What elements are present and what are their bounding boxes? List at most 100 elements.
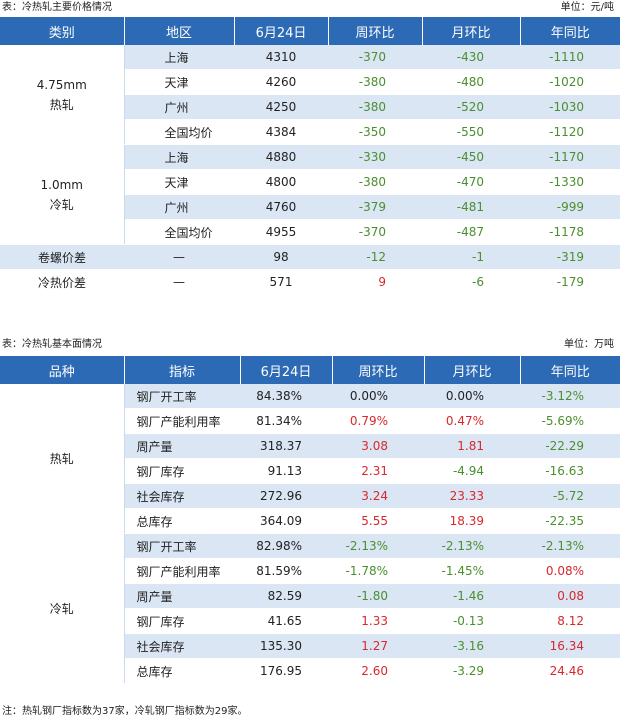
metric-cell: 社会库存	[124, 633, 240, 659]
week-change-cell: -1.78%	[332, 558, 424, 584]
header-cell-3: 周环比	[328, 17, 423, 45]
region-cell: 广州	[124, 94, 234, 120]
table-row: 钢厂产能利用率 81.34% 0.79% 0.47% -5.69%	[0, 408, 620, 434]
fundamentals-table: 品种 指标 6月24日 周环比 月环比 年同比 热轧 钢厂开工率 84.38% 0.00% 0.0…	[0, 356, 620, 684]
year-change-cell: -2.13%	[520, 533, 620, 559]
table-row: 总库存 364.09 5.55 18.39 -22.35	[0, 508, 620, 534]
value-cell: 81.59%	[240, 558, 332, 584]
table2-unit: 单位：万吨	[564, 339, 614, 350]
table-row: 广州 4760 -379 -481 -999	[0, 194, 620, 220]
year-change-cell: -1330	[520, 169, 620, 195]
value-cell: 81.34%	[240, 408, 332, 434]
year-change-cell: 8.12	[520, 608, 620, 634]
table2-caption: 表：冷热轧基本面情况	[2, 339, 102, 350]
month-change-cell: -487	[422, 219, 520, 245]
header-cell-5: 年同比	[520, 17, 620, 45]
metric-cell: 钢厂产能利用率	[124, 558, 240, 584]
value-cell: 318.37	[240, 433, 332, 459]
week-change-cell: -380	[328, 69, 422, 95]
year-change-cell: -1110	[520, 45, 620, 70]
category-cell: 1.0mm 冷轧	[0, 144, 125, 245]
price-table: 类别 地区 6月24日 周环比 月环比 年同比 4.75mm 热轧 上海 4310 -370 -43…	[0, 17, 620, 295]
price-cell: 98	[234, 244, 328, 270]
table-row: 1.0mm 冷轧 上海 4880 -330 -450 -1170	[0, 144, 620, 245]
table-row: 天津 4260 -380 -480 -1020	[0, 69, 620, 95]
header-cell-4: 月环比	[422, 17, 521, 45]
year-change-cell: -1170	[520, 144, 620, 170]
value-cell: 82.98%	[240, 533, 332, 559]
table-row: 天津 4800 -380 -470 -1330	[0, 169, 620, 195]
value-cell: 84.38%	[240, 384, 332, 409]
metric-cell: 钢厂开工率	[124, 384, 240, 409]
table-row: 社会库存 135.30 1.27 -3.16 16.34	[0, 633, 620, 659]
year-change-cell: -319	[520, 244, 620, 270]
header-cell-2: 6月24日	[240, 356, 333, 384]
month-change-cell: 18.39	[424, 508, 520, 534]
month-change-cell: -6	[422, 269, 520, 295]
price-cell: 4800	[234, 169, 328, 195]
region-cell: 广州	[124, 194, 234, 220]
spread-name-cell: 冷热价差	[0, 269, 124, 295]
region-cell: —	[124, 269, 234, 295]
year-change-cell: -16.63	[520, 458, 620, 484]
value-cell: 41.65	[240, 608, 332, 634]
week-change-cell: 0.00%	[332, 384, 424, 409]
header-cell-0: 类别	[0, 17, 125, 45]
table2-note-bar: 注：热轧钢厂指标数为37家，冷轧钢厂指标数为29家。	[0, 705, 620, 719]
week-change-cell: -380	[328, 169, 422, 195]
week-change-cell: 5.55	[332, 508, 424, 534]
price-cell: 4955	[234, 219, 328, 245]
week-change-cell: 1.33	[332, 608, 424, 634]
week-change-cell: 9	[328, 269, 422, 295]
month-change-cell: 1.81	[424, 433, 520, 459]
month-change-cell: -550	[422, 119, 520, 145]
year-change-cell: -1120	[520, 119, 620, 145]
year-change-cell: -22.29	[520, 433, 620, 459]
table-row: 钢厂库存 41.65 1.33 -0.13 8.12	[0, 608, 620, 634]
month-change-cell: -480	[422, 69, 520, 95]
price-cell: 4880	[234, 144, 328, 170]
table2-note: 注：热轧钢厂指标数为37家，冷轧钢厂指标数为29家。	[2, 706, 248, 717]
table-row: 社会库存 272.96 3.24 23.33 -5.72	[0, 483, 620, 509]
week-change-cell: 0.79%	[332, 408, 424, 434]
metric-cell: 钢厂库存	[124, 458, 240, 484]
value-cell: 364.09	[240, 508, 332, 534]
spread-row: 冷热价差 —571 9 -6 -179	[0, 269, 620, 295]
month-change-cell: -4.94	[424, 458, 520, 484]
region-cell: 上海	[124, 45, 234, 70]
year-change-cell: -999	[520, 194, 620, 220]
header-cell-1: 指标	[124, 356, 241, 384]
price-cell: 4760	[234, 194, 328, 220]
category-line: 热轧	[49, 97, 74, 112]
month-change-cell: -3.16	[424, 633, 520, 659]
week-change-cell: 3.08	[332, 433, 424, 459]
header-cell-2: 6月24日	[234, 17, 329, 45]
region-cell: 全国均价	[124, 119, 234, 145]
region-cell: 天津	[124, 69, 234, 95]
value-cell: 272.96	[240, 483, 332, 509]
metric-cell: 周产量	[124, 433, 240, 459]
week-change-cell: -380	[328, 94, 422, 120]
week-change-cell: 3.24	[332, 483, 424, 509]
table-row: 周产量 82.59 -1.80 -1.46 0.08	[0, 583, 620, 609]
category-cell: 4.75mm 热轧	[0, 45, 125, 145]
header-cell-0: 品种	[0, 356, 125, 384]
table1-unit: 单位：元/吨	[560, 2, 614, 13]
price-cell: 571	[234, 269, 328, 295]
metric-cell: 总库存	[124, 508, 240, 534]
week-change-cell: 1.27	[332, 633, 424, 659]
price-cell: 4250	[234, 94, 328, 120]
month-change-cell: -520	[422, 94, 520, 120]
region-cell: 天津	[124, 169, 234, 195]
month-change-cell: -1.46	[424, 583, 520, 609]
year-change-cell: -1020	[520, 69, 620, 95]
week-change-cell: 2.60	[332, 658, 424, 684]
price-cell: 4310	[234, 45, 328, 70]
month-change-cell: -1.45%	[424, 558, 520, 584]
metric-cell: 周产量	[124, 583, 240, 609]
month-change-cell: -470	[422, 169, 520, 195]
category-cell: 热轧	[0, 384, 125, 534]
header-cell-3: 周环比	[332, 356, 425, 384]
table-row: 冷轧 钢厂开工率 82.98% -2.13% -2.13% -2.13%	[0, 533, 620, 684]
value-cell: 82.59	[240, 583, 332, 609]
